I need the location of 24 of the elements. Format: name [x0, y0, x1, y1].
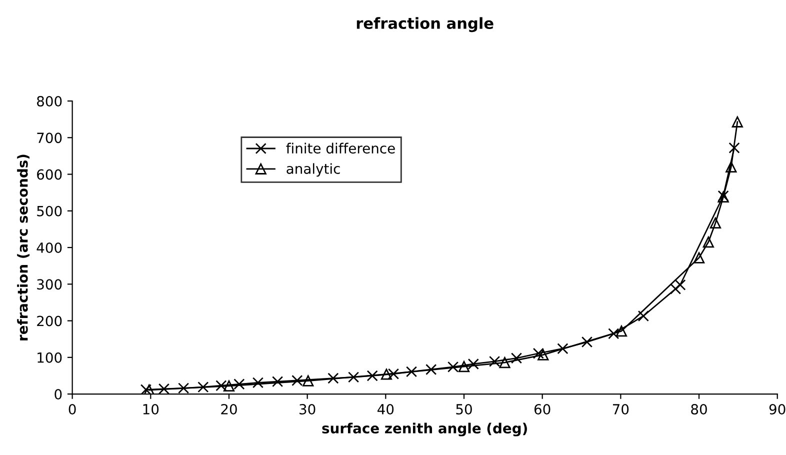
legend-label: finite difference — [286, 142, 395, 154]
y-tick-label: 700 — [37, 132, 62, 144]
y-tick-label: 800 — [37, 96, 62, 106]
y-tick-label: 400 — [36, 242, 62, 253]
x-tick-label: 70 — [612, 404, 629, 415]
x-tick-label: 60 — [534, 404, 550, 415]
y-tick-label: 0 — [54, 389, 62, 400]
y-tick-label: 600 — [37, 169, 62, 180]
y-tick-label: 100 — [38, 352, 62, 363]
y-tick-label: 200 — [37, 316, 62, 326]
x-tick-label: 20 — [221, 404, 237, 415]
x-axis-title: surface zenith angle (deg) — [322, 422, 527, 436]
x-tick-label: 0 — [68, 404, 76, 415]
y-axis-title: refraction (arc seconds) — [17, 154, 30, 340]
x-tick-label: 50 — [456, 404, 472, 415]
legend-label: analytic — [286, 163, 340, 177]
y-tick-label: 300 — [37, 279, 62, 290]
x-tick-label: 90 — [769, 404, 786, 415]
chart-title: refraction angle — [356, 17, 494, 32]
x-tick-label: 80 — [691, 404, 707, 415]
y-tick-label: 500 — [37, 206, 62, 216]
x-tick-label: 10 — [143, 404, 159, 415]
x-tick-label: 40 — [378, 404, 394, 415]
x-tick-label: 30 — [300, 404, 316, 415]
